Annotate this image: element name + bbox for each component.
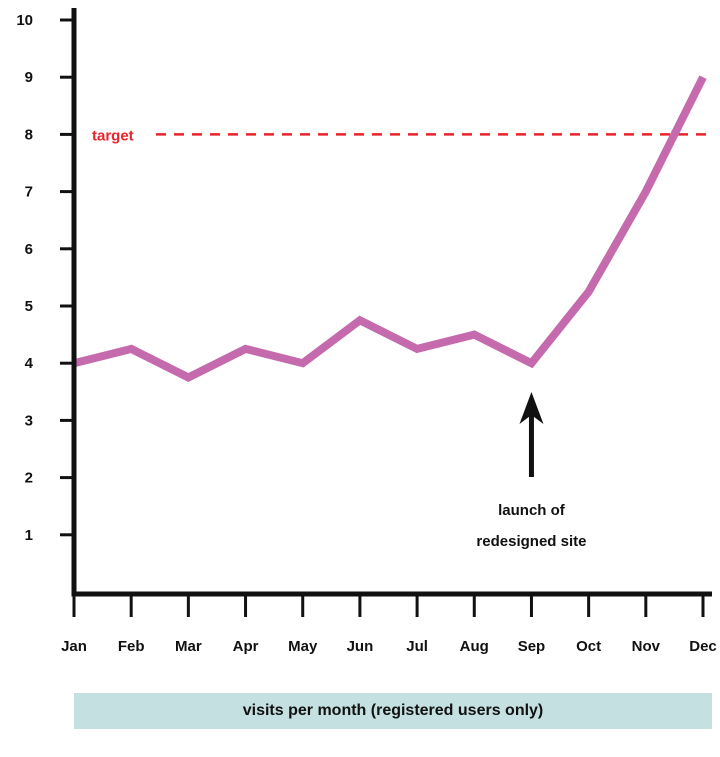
x-tick-label: Aug [460,638,489,655]
series-line [73,75,707,382]
x-tick-label: Oct [576,638,601,655]
x-tick-label: Nov [632,638,661,655]
annotation-text-line2: redesigned site [476,533,586,550]
x-tick-label: Jun [347,638,374,655]
launch-annotation: launch of redesigned site [476,392,586,550]
y-tick-label: 7 [25,184,33,201]
x-tick-label: Feb [118,638,145,655]
y-axis-ticks: 1 2 3 4 5 6 7 8 9 10 [16,12,74,544]
y-tick-label: 8 [25,126,33,143]
x-tick-label: Sep [518,638,546,655]
target-label: target [92,127,134,144]
x-axis-ticks: Jan Feb Mar Apr May Jun Jul Aug Sep Oct Nov Dec [61,594,717,655]
x-tick-label: Dec [689,638,717,655]
y-tick-label: 6 [25,241,33,258]
annotation-arrow-head [519,392,544,424]
y-tick-label: 10 [16,12,33,29]
x-tick-label: Jan [61,638,87,655]
line-chart: 1 2 3 4 5 6 7 8 9 10 Jan Feb Mar Apr May Jun Jul Aug Sep O… [16,8,717,655]
annotation-text-line1: launch of [498,502,566,519]
y-tick-label: 2 [25,470,33,487]
x-tick-label: May [288,638,318,655]
x-tick-label: Apr [233,638,259,655]
y-tick-label: 1 [25,527,33,544]
chart-caption: visits per month (registered users only) [242,702,544,719]
x-tick-label: Mar [175,638,202,655]
y-tick-label: 9 [25,69,33,86]
chart-caption-box: visits per month (registered users only) [74,693,712,729]
y-tick-label: 3 [25,412,33,429]
x-tick-label: Jul [406,638,428,655]
y-tick-label: 4 [25,355,34,372]
y-tick-label: 5 [25,298,33,315]
